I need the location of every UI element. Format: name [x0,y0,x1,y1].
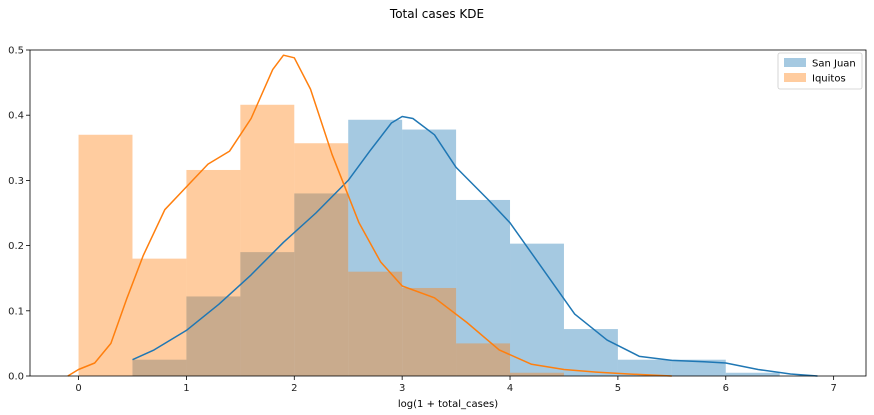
legend-label-san-juan: San Juan [812,59,856,70]
x-tick-label: 6 [723,383,729,394]
iquitos-hist-bar [294,143,349,376]
san-juan-hist-bar [456,199,511,376]
san-juan-hist-bar [402,129,457,376]
iquitos-hist-bar [510,372,564,376]
iquitos-hist-bar [186,169,241,376]
legend-label-iquitos: Iquitos [812,74,846,85]
histogram-layer [78,104,780,376]
x-tick-label: 1 [183,383,189,394]
x-tick-label: 4 [507,383,513,394]
iquitos-hist-bar [78,134,133,376]
x-tick-label: 0 [75,383,81,394]
kde-layer [67,54,818,377]
iquitos-hist-bar [402,287,457,376]
san-juan-hist-bar [132,359,187,376]
legend-swatch-iquitos [784,73,806,82]
san-juan-hist-bar [240,252,295,376]
iquitos-kde-line [67,54,672,377]
y-tick-label: 0.4 [8,111,24,122]
iquitos-hist-bar [132,258,187,376]
y-tick-label: 0.3 [8,176,24,187]
san-juan-hist-bar [725,372,780,376]
y-tick-label: 0.1 [8,306,24,317]
plot-frame [29,49,867,377]
san-juan-hist-bar [510,243,564,376]
iquitos-hist-bar [348,271,403,376]
x-tick-label: 7 [830,383,836,394]
x-tick-label: 3 [399,383,405,394]
chart-title: Total cases KDE [389,7,484,21]
san-juan-kde-line [132,115,818,377]
x-tick-label: 5 [615,383,621,394]
iquitos-hist-bar [456,343,511,376]
legend: San Juan Iquitos [777,52,863,90]
legend-box [777,52,863,90]
y-tick-label: 0.0 [8,372,24,383]
y-tick-label: 0.2 [8,241,24,252]
san-juan-hist-bar [671,359,726,376]
x-axis-label: log(1 + total_cases) [398,399,498,410]
san-juan-hist-bar [617,359,672,376]
x-tick-label: 2 [291,383,297,394]
legend-swatch-san-juan [784,58,806,67]
x-axis: 0 1 2 3 4 5 6 7 [75,376,837,394]
san-juan-hist-bar [186,296,241,376]
san-juan-hist-bar [563,329,618,376]
y-tick-label: 0.5 [8,46,24,57]
san-juan-hist-bar [348,119,403,376]
y-axis: 0.0 0.1 0.2 0.3 0.4 0.5 [8,46,30,383]
